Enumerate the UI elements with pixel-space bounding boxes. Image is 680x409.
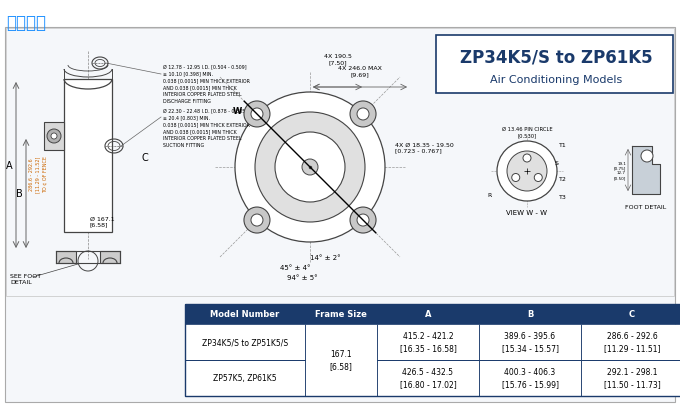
Text: C: C — [629, 310, 635, 319]
Text: 外形尺寸: 外形尺寸 — [6, 14, 46, 32]
Text: S: S — [555, 161, 559, 166]
Circle shape — [251, 214, 263, 227]
Circle shape — [244, 102, 270, 128]
Text: T2: T2 — [559, 177, 567, 182]
Text: 4X 246.0 MAX
[9.69]: 4X 246.0 MAX [9.69] — [338, 66, 382, 77]
Circle shape — [244, 207, 270, 234]
Circle shape — [47, 130, 61, 144]
Bar — [377, 360, 479, 396]
Text: SEE FOOT
DETAIL: SEE FOOT DETAIL — [10, 273, 41, 285]
Text: T1: T1 — [559, 143, 566, 148]
Bar — [581, 324, 680, 360]
Circle shape — [235, 93, 385, 243]
Bar — [64, 80, 112, 232]
Bar — [305, 324, 377, 396]
Polygon shape — [632, 147, 660, 195]
Bar — [185, 324, 305, 360]
Bar — [56, 252, 76, 263]
Bar — [6, 29, 674, 296]
Bar — [305, 304, 377, 324]
Circle shape — [641, 151, 653, 163]
Text: 415.2 - 421.2
[16.35 - 16.58]: 415.2 - 421.2 [16.35 - 16.58] — [400, 332, 456, 353]
Bar — [377, 324, 479, 360]
Bar — [581, 360, 680, 396]
Text: FOOT DETAIL: FOOT DETAIL — [626, 204, 666, 209]
Circle shape — [512, 174, 520, 182]
Text: 4X Ø 18.35 - 19.50
[0.723 - 0.767]: 4X Ø 18.35 - 19.50 [0.723 - 0.767] — [395, 142, 454, 153]
Circle shape — [255, 113, 365, 222]
Text: 426.5 - 432.5
[16.80 - 17.02]: 426.5 - 432.5 [16.80 - 17.02] — [400, 368, 456, 389]
Bar — [44, 123, 64, 151]
Text: R: R — [488, 193, 492, 198]
Circle shape — [51, 134, 57, 139]
Text: C: C — [142, 153, 149, 163]
Text: 400.3 - 406.3
[15.76 - 15.99]: 400.3 - 406.3 [15.76 - 15.99] — [502, 368, 558, 389]
Text: Air Conditioning Models: Air Conditioning Models — [490, 75, 622, 85]
Circle shape — [497, 142, 557, 202]
Text: Ø 12.78 - 12.95 I.D. [0.504 - 0.509]
≥ 10.10 [0.398] MIN.
0.038 [0.0015] MIN THI: Ø 12.78 - 12.95 I.D. [0.504 - 0.509] ≥ 1… — [163, 64, 250, 104]
Text: 4X 190.5
[7.50]: 4X 190.5 [7.50] — [324, 54, 352, 65]
Text: 14° ± 2°: 14° ± 2° — [309, 254, 340, 261]
Text: 45° ± 4°: 45° ± 4° — [279, 264, 310, 270]
Bar — [185, 360, 305, 396]
Text: VIEW W - W: VIEW W - W — [507, 209, 547, 216]
Text: 389.6 - 395.6
[15.34 - 15.57]: 389.6 - 395.6 [15.34 - 15.57] — [502, 332, 558, 353]
Text: Model Number: Model Number — [210, 310, 279, 319]
Text: 292.1 - 298.1
[11.50 - 11.73]: 292.1 - 298.1 [11.50 - 11.73] — [604, 368, 660, 389]
Text: ZP34K5/S to ZP61K5: ZP34K5/S to ZP61K5 — [460, 49, 652, 67]
Text: 286.6 - 292.6
[11.29 - 11.52]
TO ¢ OF FENCE: 286.6 - 292.6 [11.29 - 11.52] TO ¢ OF FE… — [29, 156, 47, 193]
Bar — [100, 252, 120, 263]
Text: Ø 22.30 - 22.48 I.D. [0.878 - 0.885]
≥ 20.4 [0.803] MIN.
0.038 [0.0015] MIN THIC: Ø 22.30 - 22.48 I.D. [0.878 - 0.885] ≥ 2… — [163, 108, 250, 148]
Bar — [436, 36, 673, 94]
Circle shape — [534, 174, 542, 182]
Text: ZP57K5, ZP61K5: ZP57K5, ZP61K5 — [214, 373, 277, 382]
Bar — [581, 304, 680, 324]
Text: Ø 167.1
[6.58]: Ø 167.1 [6.58] — [90, 216, 115, 227]
Text: 286.6 - 292.6
[11.29 - 11.51]: 286.6 - 292.6 [11.29 - 11.51] — [604, 332, 660, 353]
Circle shape — [302, 160, 318, 175]
Bar — [479, 304, 581, 324]
Text: W: W — [233, 107, 242, 116]
Text: ZP34K5/S to ZP51K5/S: ZP34K5/S to ZP51K5/S — [202, 338, 288, 347]
Text: 19.1
[0.75]
12.7
[0.50]: 19.1 [0.75] 12.7 [0.50] — [613, 162, 626, 180]
Text: B: B — [16, 189, 23, 198]
Circle shape — [507, 152, 547, 191]
Text: W: W — [256, 107, 265, 116]
Bar — [185, 304, 680, 396]
Text: 94° ± 5°: 94° ± 5° — [287, 274, 318, 280]
Text: A: A — [425, 310, 431, 319]
Bar — [479, 360, 581, 396]
Circle shape — [275, 133, 345, 202]
Text: B: B — [527, 310, 533, 319]
Circle shape — [350, 102, 376, 128]
Circle shape — [357, 109, 369, 121]
Text: Ø 13.46 PIN CIRCLE
[0.530]: Ø 13.46 PIN CIRCLE [0.530] — [502, 127, 552, 138]
Text: A: A — [6, 161, 13, 171]
Circle shape — [350, 207, 376, 234]
Circle shape — [523, 155, 531, 163]
Text: 167.1
[6.58]: 167.1 [6.58] — [330, 350, 352, 371]
Text: Frame Size: Frame Size — [315, 310, 367, 319]
Bar — [377, 304, 479, 324]
Bar — [185, 304, 305, 324]
Circle shape — [251, 109, 263, 121]
Circle shape — [357, 214, 369, 227]
Bar — [479, 324, 581, 360]
Text: T3: T3 — [559, 195, 567, 200]
